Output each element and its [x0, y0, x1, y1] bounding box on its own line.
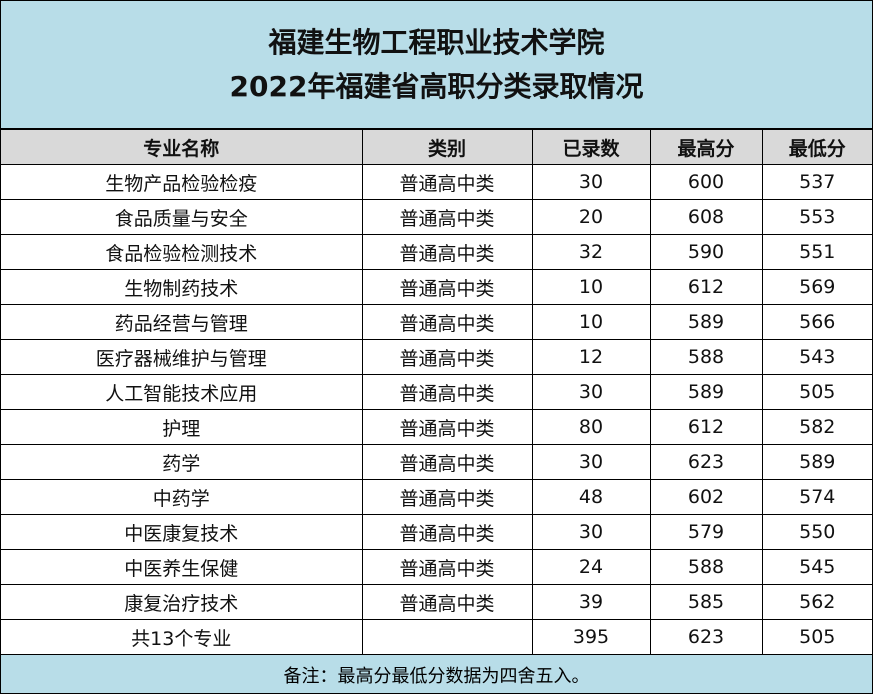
cell: 普通高中类: [361, 199, 533, 235]
cell: 588: [649, 549, 763, 585]
cell: 普通高中类: [361, 584, 533, 620]
cell: 10: [531, 304, 651, 340]
cell: 中医康复技术: [1, 514, 363, 550]
cell: 590: [649, 234, 763, 270]
cell: 生物制药技术: [1, 269, 363, 305]
cell: 545: [761, 549, 872, 585]
cell: 588: [649, 339, 763, 375]
header-cell: 最低分: [761, 129, 872, 165]
data-row: 人工智能技术应用 普通高中类 30 589 505: [1, 374, 872, 410]
cell: 537: [761, 164, 872, 200]
header-row: 专业名称 类别 已录数 最高分 最低分: [1, 129, 872, 165]
cell: 普通高中类: [361, 234, 533, 270]
cell: 普通高中类: [361, 514, 533, 550]
cell: 574: [761, 479, 872, 515]
cell: 生物产品检验检疫: [1, 164, 363, 200]
admission-table: 专业名称 类别 已录数 最高分 最低分 生物产品检验检疫 普通高中类 30 600 537 食品质量…: [1, 129, 872, 655]
cell: 共13个专业: [1, 619, 363, 655]
cell: 589: [761, 444, 872, 480]
data-row: 中医养生保健 普通高中类 24 588 545: [1, 549, 872, 585]
cell: 普通高中类: [361, 374, 533, 410]
cell: 600: [649, 164, 763, 200]
total-row: 共13个专业 395 623 505: [1, 619, 872, 655]
title-banner: 福建生物工程职业技术学院 2022年福建省高职分类录取情况: [1, 1, 872, 129]
cell: 585: [649, 584, 763, 620]
data-row: 食品检验检测技术 普通高中类 32 590 551: [1, 234, 872, 270]
cell: 32: [531, 234, 651, 270]
cell: 579: [649, 514, 763, 550]
cell: 药学: [1, 444, 363, 480]
cell: 582: [761, 409, 872, 445]
header-cell: 最高分: [649, 129, 763, 165]
cell: 550: [761, 514, 872, 550]
cell: 普通高中类: [361, 339, 533, 375]
cell: 普通高中类: [361, 409, 533, 445]
cell: 505: [761, 374, 872, 410]
cell: 505: [761, 619, 872, 655]
cell: 普通高中类: [361, 549, 533, 585]
cell: 623: [649, 619, 763, 655]
cell: 药品经营与管理: [1, 304, 363, 340]
cell: 30: [531, 164, 651, 200]
cell: 普通高中类: [361, 444, 533, 480]
data-row: 康复治疗技术 普通高中类 39 585 562: [1, 584, 872, 620]
cell: 589: [649, 374, 763, 410]
empty-cell: [361, 619, 533, 655]
cell: 康复治疗技术: [1, 584, 363, 620]
data-row: 药品经营与管理 普通高中类 10 589 566: [1, 304, 872, 340]
cell: 80: [531, 409, 651, 445]
cell: 20: [531, 199, 651, 235]
cell: 食品质量与安全: [1, 199, 363, 235]
note: 备注：最高分最低分数据为四舍五入。: [1, 655, 872, 693]
cell: 566: [761, 304, 872, 340]
data-row: 中医康复技术 普通高中类 30 579 550: [1, 514, 872, 550]
cell: 普通高中类: [361, 269, 533, 305]
data-row: 护理 普通高中类 80 612 582: [1, 409, 872, 445]
cell: 602: [649, 479, 763, 515]
cell: 48: [531, 479, 651, 515]
cell: 中药学: [1, 479, 363, 515]
data-row: 食品质量与安全 普通高中类 20 608 553: [1, 199, 872, 235]
cell: 普通高中类: [361, 304, 533, 340]
cell: 589: [649, 304, 763, 340]
cell: 30: [531, 514, 651, 550]
cell: 612: [649, 269, 763, 305]
cell: 食品检验检测技术: [1, 234, 363, 270]
cell: 24: [531, 549, 651, 585]
cell: 562: [761, 584, 872, 620]
cell: 中医养生保健: [1, 549, 363, 585]
subtitle: 2022年福建省高职分类录取情况: [229, 69, 644, 103]
header-cell: 专业名称: [1, 129, 363, 165]
cell: 30: [531, 374, 651, 410]
cell: 608: [649, 199, 763, 235]
cell: 551: [761, 234, 872, 270]
cell: 395: [531, 619, 651, 655]
data-row: 药学 普通高中类 30 623 589: [1, 444, 872, 480]
cell: 569: [761, 269, 872, 305]
cell: 612: [649, 409, 763, 445]
cell: 10: [531, 269, 651, 305]
cell: 普通高中类: [361, 479, 533, 515]
cell: 人工智能技术应用: [1, 374, 363, 410]
title: 福建生物工程职业技术学院: [268, 25, 605, 59]
cell: 12: [531, 339, 651, 375]
data-row: 生物产品检验检疫 普通高中类 30 600 537: [1, 164, 872, 200]
cell: 护理: [1, 409, 363, 445]
cell: 553: [761, 199, 872, 235]
cell: 医疗器械维护与管理: [1, 339, 363, 375]
data-row: 医疗器械维护与管理 普通高中类 12 588 543: [1, 339, 872, 375]
cell: 543: [761, 339, 872, 375]
header-cell: 已录数: [531, 129, 651, 165]
cell: 30: [531, 444, 651, 480]
cell: 623: [649, 444, 763, 480]
data-row: 中药学 普通高中类 48 602 574: [1, 479, 872, 515]
header-cell: 类别: [361, 129, 533, 165]
cell: 普通高中类: [361, 164, 533, 200]
data-row: 生物制药技术 普通高中类 10 612 569: [1, 269, 872, 305]
cell: 39: [531, 584, 651, 620]
